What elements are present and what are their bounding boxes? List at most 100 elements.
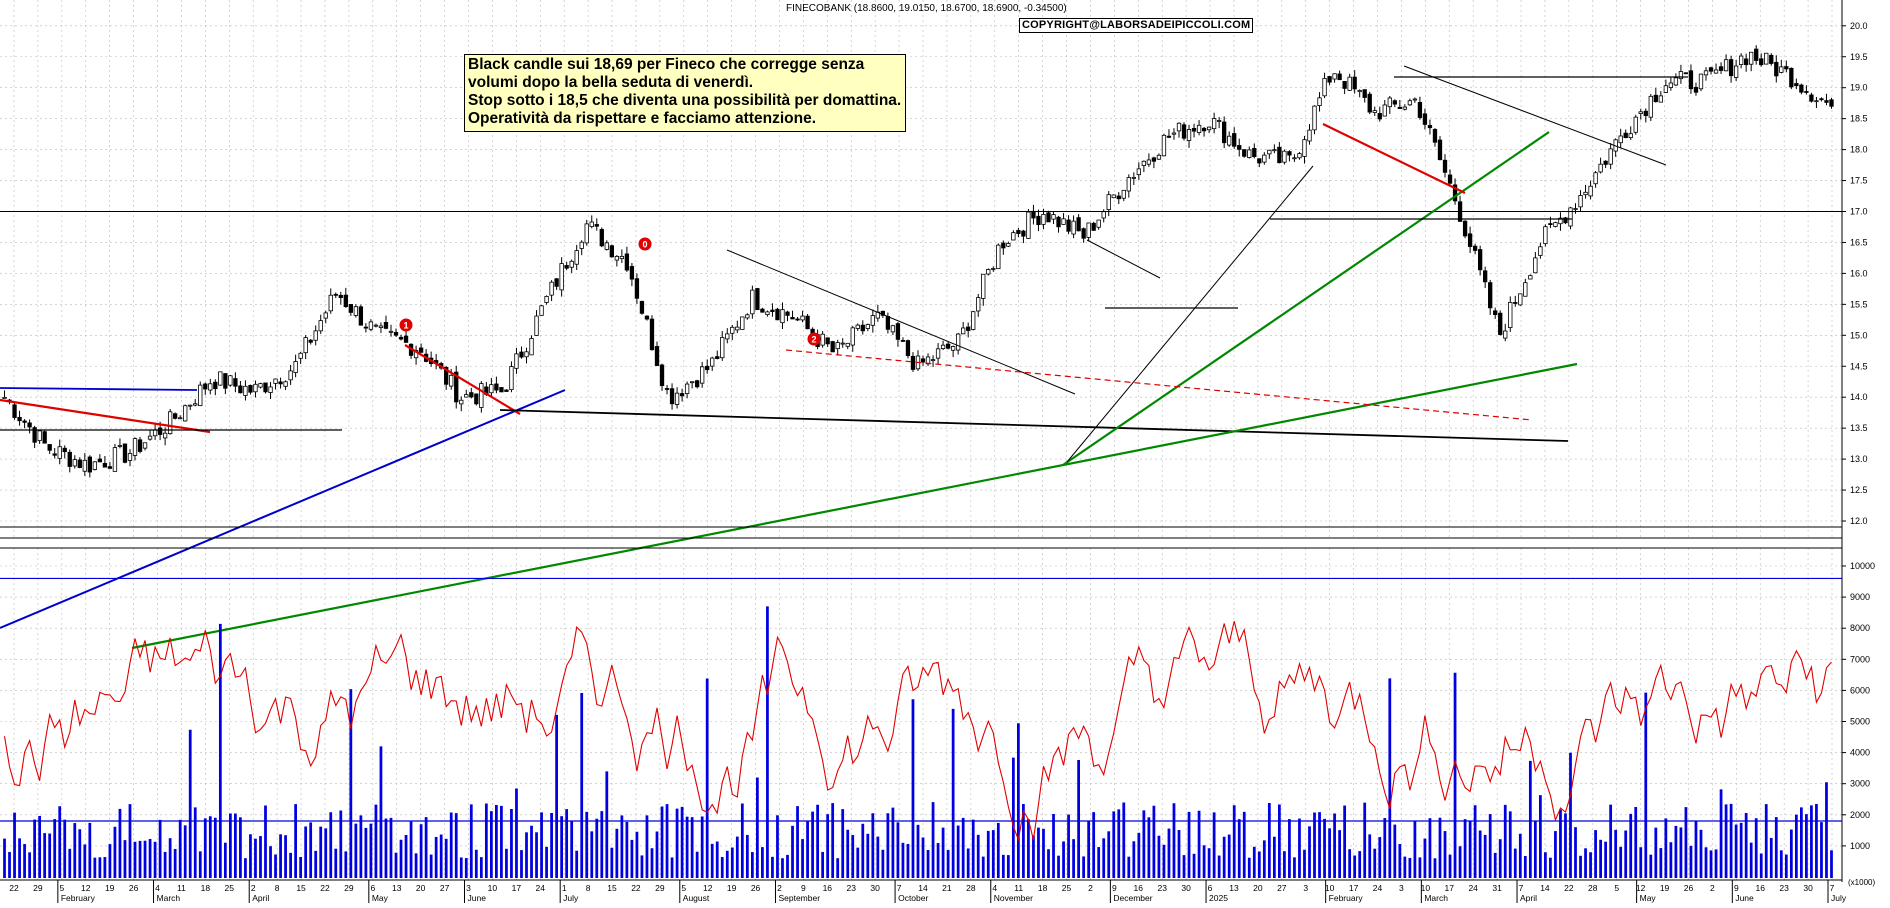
date-tick-label: 20 [1253,883,1263,893]
candle-body [935,348,941,359]
candle-body [1749,51,1754,65]
candle-body [1367,93,1372,113]
candle-body [378,325,384,328]
date-tick-label: 12 [703,883,713,893]
candle-body [1698,73,1704,90]
candle-body [549,281,554,296]
candle-body [107,466,113,469]
trendline-layer: 0 1 2 [0,65,1842,650]
candle-body [705,365,710,371]
candle-body [669,388,675,405]
candle-body [313,330,318,341]
candle-body [795,318,800,321]
date-tick-label: 23 [847,883,857,893]
note-line: Stop sotto i 18,5 che diventa una possib… [468,92,902,109]
candle-body [1151,157,1157,162]
candle-body [348,304,353,313]
candle-body [1191,127,1197,132]
candle-body [1533,257,1538,274]
candle-body [1769,54,1774,64]
candle-body [1121,189,1126,199]
candle-body [900,339,906,342]
candle-body [444,366,449,385]
month-label: July [563,893,579,903]
candle-body [152,429,158,437]
candle-body [1227,135,1232,146]
candle-body [1688,70,1694,90]
date-tick-label: 18 [201,883,211,893]
candle-body [1794,83,1799,87]
candle-body [1252,147,1257,157]
candle-body [1442,159,1448,173]
candle-body [178,417,183,420]
candle-body [855,324,860,329]
candle-body [1467,233,1473,247]
trendline [131,362,1578,650]
osc-tick-label: 8000 [1850,623,1870,633]
candle-body [449,374,454,387]
candle-body [534,315,539,336]
date-tick-label: 12 [81,883,91,893]
candle-body [1362,89,1367,98]
candle-body [333,293,338,296]
osc-tick-label: 6000 [1850,685,1870,695]
date-tick-label: 9 [801,883,806,893]
date-tick-label: 4 [992,883,997,893]
date-tick-label: 10 [1325,883,1335,893]
chart-title: FINECOBANK (18.8600, 19.0150, 18.6700, 1… [786,3,1067,14]
date-tick-label: 3 [466,883,471,893]
candle-body [740,316,745,330]
date-tick-label: 11 [1014,883,1023,893]
trendline [1066,165,1314,463]
candle-body [820,333,825,346]
candle-body [1106,194,1111,210]
candle-body [1131,176,1136,179]
candle-body [840,342,845,345]
month-label: August [683,893,710,903]
analysis-note: Black candle sui 18,69 per Fineco che co… [464,54,906,132]
candle-body [383,322,389,329]
candle-body [22,420,27,423]
date-tick-label: 11 [177,883,186,893]
candle-body [1186,129,1192,141]
osc-tick-label: 7000 [1850,654,1870,664]
date-tick-label: 6 [1208,883,1213,893]
trendline [404,344,521,415]
candle-body [1653,94,1658,103]
candle-body [930,359,936,362]
candle-body [1668,82,1674,88]
price-tick-label: 16.5 [1850,237,1868,247]
price-tick-label: 17.5 [1850,176,1868,186]
date-tick-label: 28 [966,883,976,893]
date-tick-label: 30 [1803,883,1813,893]
candle-body [785,311,790,316]
candle-body [293,361,298,373]
month-label: May [372,893,389,903]
candle-body [1176,122,1182,132]
price-tick-label: 19.0 [1850,83,1868,93]
candle-body [1488,282,1493,309]
price-tick-label: 18.5 [1850,114,1868,124]
candle-body [674,392,680,405]
candle-body [624,253,630,271]
candle-body [1708,67,1714,72]
candle-body [790,317,795,320]
note-line: Black candle sui 18,69 per Fineco che co… [468,56,865,73]
candle-body [1784,66,1789,70]
candle-body [1738,55,1744,66]
date-tick-label: 18 [1038,883,1048,893]
candle-body [1347,76,1352,91]
candle-body [469,392,474,398]
candle-body [1216,120,1222,122]
candle-body [403,335,409,343]
month-label: April [1520,893,1537,903]
candle-body [102,463,108,468]
date-tick-label: 7 [1830,883,1835,893]
date-tick-label: 29 [33,883,43,893]
candle-body [1146,159,1152,165]
candle-body [1658,95,1663,103]
candle-body [689,381,695,384]
candle-body [1663,85,1669,93]
date-tick-label: 27 [1277,883,1287,893]
osc-tick-label: 10000 [1850,561,1875,571]
